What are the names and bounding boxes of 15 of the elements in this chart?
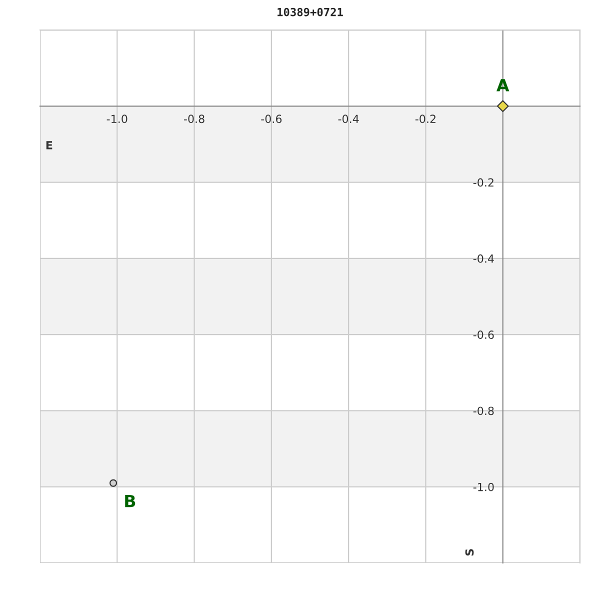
x-tick-label: -1.0 — [106, 114, 128, 124]
y-tick-label: -0.8 — [473, 406, 494, 416]
y-tick-label: -1.0 — [473, 482, 494, 492]
x-tick-label: -0.2 — [415, 114, 436, 124]
series-label: A — [496, 79, 510, 92]
x-axis-title: E — [46, 141, 52, 150]
y-axis-title: S — [465, 549, 474, 556]
y-tick-label: -0.2 — [473, 178, 494, 187]
chart-title: 10389+0721 — [278, 8, 343, 16]
y-tick-label: -0.6 — [473, 330, 494, 339]
x-tick-label: -0.4 — [338, 114, 359, 124]
y-tick-label: -0.4 — [473, 254, 494, 263]
x-tick-label: -0.6 — [261, 114, 282, 124]
x-tick-label: -0.8 — [184, 114, 204, 124]
series-label: B — [125, 494, 136, 508]
